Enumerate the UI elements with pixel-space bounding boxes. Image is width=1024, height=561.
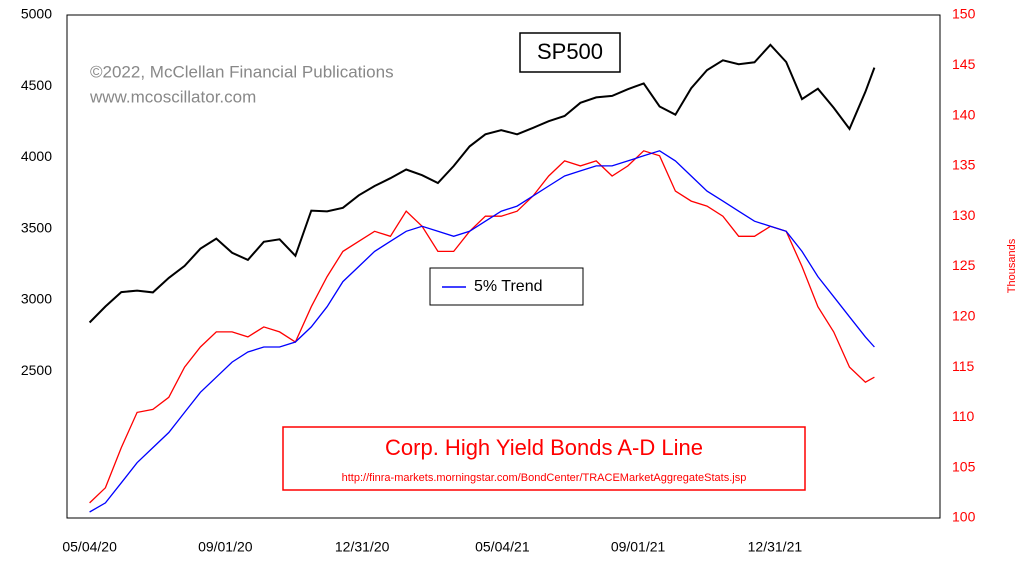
copyright: ©2022, McClellan Financial Publications <box>90 62 394 81</box>
series-line <box>89 150 875 513</box>
series-line <box>88 43 876 324</box>
y2-tick-label: 140 <box>952 106 976 122</box>
y-tick-label: 5000 <box>21 6 52 22</box>
sp500-label-box <box>519 32 621 73</box>
source-url: http://finra-markets.morningstar.com/Bon… <box>342 472 747 484</box>
y2-tick-label: 120 <box>952 308 976 324</box>
x-tick-label: 12/31/21 <box>748 539 803 555</box>
y-tick-label: 2500 <box>21 362 52 378</box>
y2-tick-label: 150 <box>952 6 976 22</box>
series-line <box>89 150 875 504</box>
y2-tick-label: 130 <box>952 207 976 223</box>
y2-tick-label: 145 <box>952 56 976 72</box>
legend-label: 5% Trend <box>474 278 542 295</box>
y2-tick-label: 135 <box>952 157 976 173</box>
website: www.mcoscillator.com <box>89 87 256 106</box>
x-tick-label: 09/01/20 <box>198 539 253 555</box>
ad-label-box <box>282 426 806 491</box>
x-tick-label: 05/04/20 <box>62 539 117 555</box>
y-tick-label: 3000 <box>21 291 52 307</box>
x-tick-label: 05/04/21 <box>475 539 530 555</box>
y2-tick-label: 115 <box>952 358 975 374</box>
y-tick-label: 4500 <box>21 77 52 93</box>
ad-label: Corp. High Yield Bonds A-D Line <box>385 435 703 460</box>
sp500-label: SP500 <box>537 39 603 64</box>
x-tick-label: 09/01/21 <box>611 539 666 555</box>
y2-tick-label: 100 <box>952 509 976 525</box>
x-tick-label: 12/31/20 <box>335 539 390 555</box>
y2-tick-label: 125 <box>952 257 976 273</box>
y2-tick-label: 110 <box>952 408 975 424</box>
y2-axis-label: Thousands <box>1006 238 1018 293</box>
y-tick-label: 3500 <box>21 219 52 235</box>
y2-tick-label: 105 <box>952 458 976 474</box>
y-tick-label: 4000 <box>21 148 52 164</box>
